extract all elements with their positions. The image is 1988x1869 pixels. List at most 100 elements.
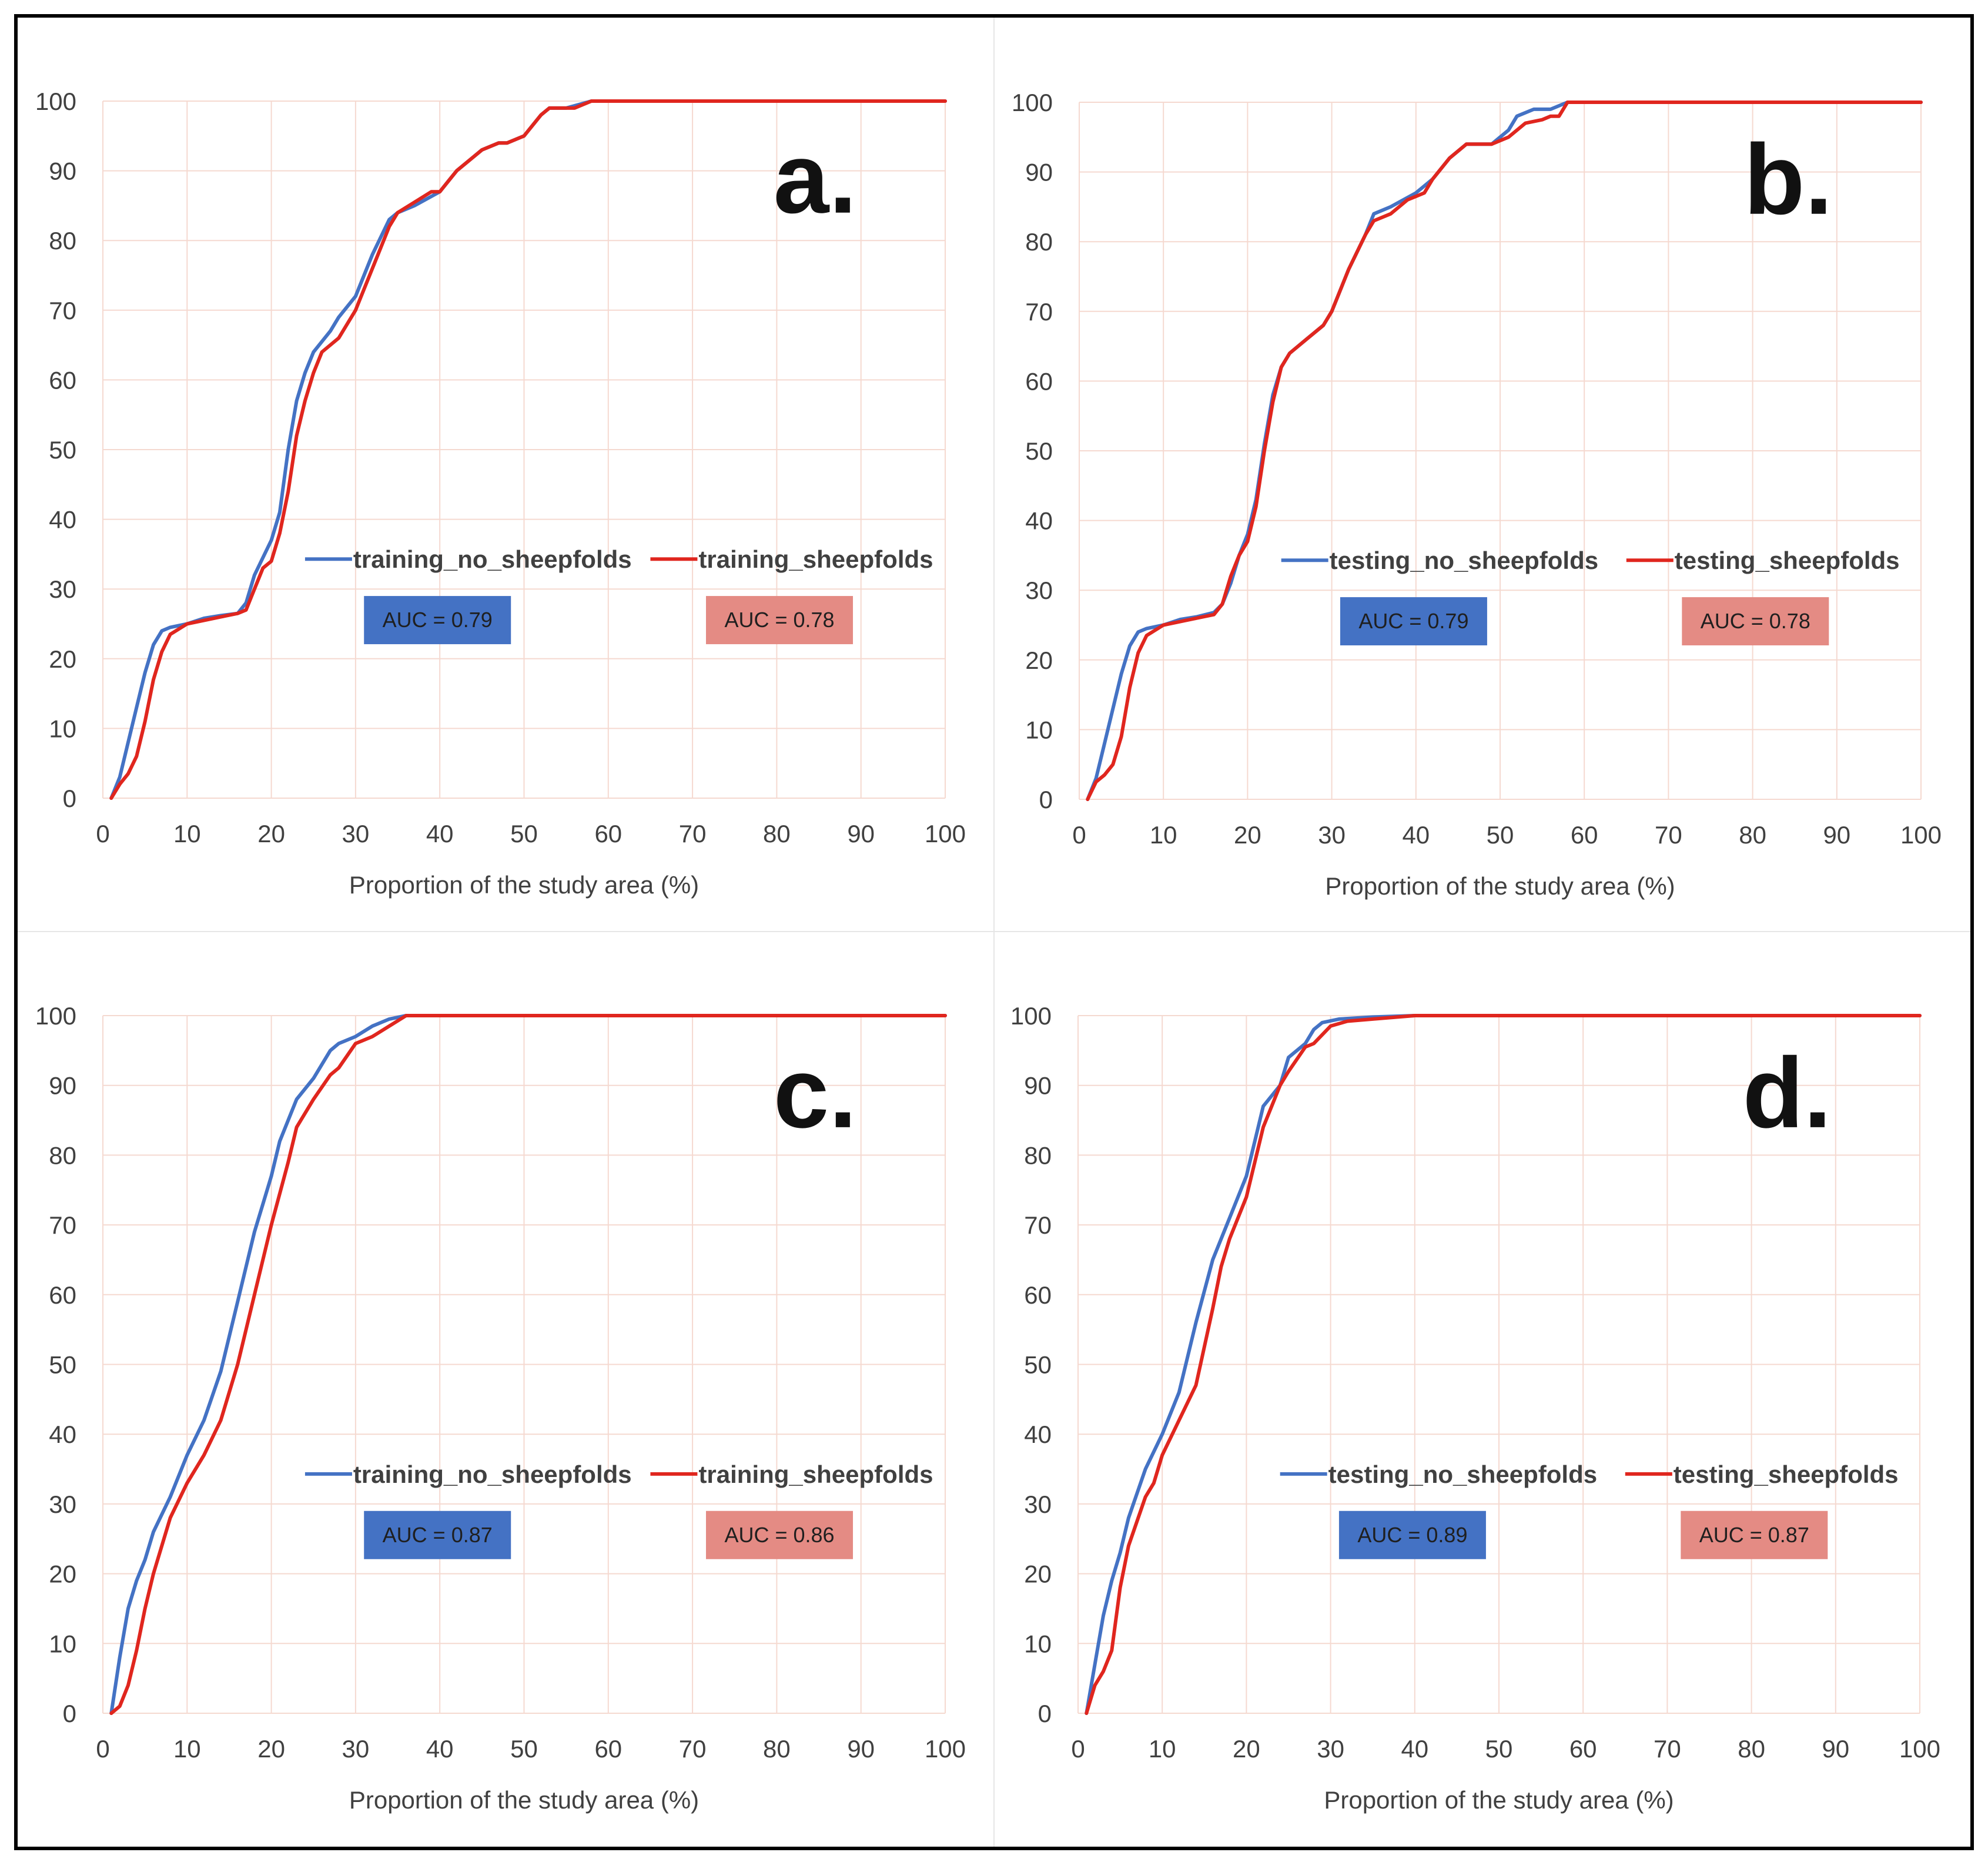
x-tick-label: 90 bbox=[1823, 821, 1850, 849]
legend-label-testing_sheepfolds: testing_sheepfolds bbox=[1674, 1461, 1899, 1488]
y-tick-label: 20 bbox=[49, 1560, 76, 1588]
x-tick-label: 60 bbox=[594, 820, 622, 848]
x-tick-label: 80 bbox=[1739, 821, 1766, 849]
x-tick-label: 60 bbox=[594, 1735, 622, 1763]
y-tick-label: 100 bbox=[1010, 1002, 1052, 1030]
y-tick-label: 30 bbox=[1024, 1490, 1052, 1518]
y-tick-label: 40 bbox=[1024, 1421, 1052, 1448]
y-tick-label: 60 bbox=[1024, 1281, 1052, 1309]
series-line-testing_sheepfolds bbox=[1085, 1014, 1922, 1715]
x-tick-label: 40 bbox=[1402, 821, 1430, 849]
y-tick-label: 100 bbox=[35, 88, 76, 115]
y-tick-label: 60 bbox=[49, 366, 76, 394]
y-tick-label: 30 bbox=[49, 575, 76, 603]
x-tick-label: 100 bbox=[1899, 1735, 1940, 1763]
y-tick-label: 50 bbox=[1024, 1351, 1052, 1379]
y-tick-label: 90 bbox=[49, 158, 76, 185]
auc-label-testing_sheepfolds: AUC = 0.78 bbox=[1701, 609, 1810, 633]
auc-label-testing_no_sheepfolds: AUC = 0.79 bbox=[1358, 609, 1468, 633]
legend-label-training_no_sheepfolds: training_no_sheepfolds bbox=[353, 1461, 632, 1488]
y-tick-label: 90 bbox=[1025, 159, 1053, 186]
x-axis-label: Proportion of the study area (%) bbox=[1325, 872, 1675, 900]
x-tick-label: 60 bbox=[1571, 821, 1598, 849]
y-tick-label: 30 bbox=[49, 1490, 76, 1518]
legend-label-training_sheepfolds: training_sheepfolds bbox=[698, 545, 933, 573]
chart-panel-1: 0 10 20 30 40 50 60 70 80 90 100 0 10 20 30 40 50 60 70 80 9… bbox=[35, 88, 966, 899]
y-tick-label: 30 bbox=[1025, 577, 1053, 604]
auc-box-training_sheepfolds bbox=[706, 1510, 854, 1559]
auc-box-testing_no_sheepfolds bbox=[1338, 1510, 1486, 1559]
x-tick-label: 30 bbox=[342, 1735, 370, 1763]
y-tick-label: 0 bbox=[63, 785, 76, 812]
x-tick-label: 70 bbox=[1655, 821, 1682, 849]
y-tick-label: 70 bbox=[49, 1211, 76, 1239]
panel-label: c. bbox=[774, 1037, 857, 1149]
chart-panel-4: 0 10 20 30 40 50 60 70 80 90 100 0 10 20 30 40 50 60 70 80 9… bbox=[1010, 1002, 1940, 1814]
y-tick-label: 10 bbox=[49, 715, 76, 742]
y-tick-label: 10 bbox=[49, 1630, 76, 1657]
x-tick-label: 20 bbox=[257, 820, 285, 848]
auc-label-testing_no_sheepfolds: AUC = 0.89 bbox=[1357, 1523, 1467, 1547]
x-tick-label: 70 bbox=[679, 820, 707, 848]
x-tick-label: 0 bbox=[1072, 821, 1086, 849]
y-tick-label: 40 bbox=[1025, 507, 1053, 535]
y-tick-label: 10 bbox=[1025, 716, 1053, 743]
y-tick-label: 40 bbox=[49, 1421, 76, 1448]
auc-box-training_no_sheepfolds bbox=[364, 1510, 511, 1559]
panel-label: d. bbox=[1743, 1037, 1832, 1149]
y-tick-label: 100 bbox=[35, 1002, 76, 1030]
x-tick-label: 30 bbox=[1317, 1735, 1344, 1763]
x-tick-label: 50 bbox=[1485, 1735, 1513, 1763]
chart-panel-2: 0 10 20 30 40 50 60 70 80 90 100 0 10 20 30 40 50 60 70 80 9… bbox=[1012, 89, 1942, 900]
y-tick-label: 50 bbox=[49, 1351, 76, 1379]
y-tick-label: 70 bbox=[1025, 298, 1053, 326]
auc-box-testing_sheepfolds bbox=[1681, 1510, 1828, 1559]
auc-label-training_sheepfolds: AUC = 0.78 bbox=[724, 608, 834, 632]
auc-box-training_no_sheepfolds bbox=[364, 596, 511, 645]
x-tick-label: 50 bbox=[510, 1735, 538, 1763]
x-tick-label: 10 bbox=[1150, 821, 1177, 849]
x-axis-label: Proportion of the study area (%) bbox=[349, 871, 699, 899]
x-tick-label: 80 bbox=[1738, 1735, 1765, 1763]
x-tick-label: 90 bbox=[1822, 1735, 1849, 1763]
x-tick-label: 10 bbox=[1149, 1735, 1176, 1763]
x-tick-label: 80 bbox=[763, 1735, 791, 1763]
x-tick-label: 30 bbox=[1318, 821, 1346, 849]
series-line-training_sheepfolds bbox=[109, 99, 947, 800]
y-tick-label: 60 bbox=[49, 1281, 76, 1309]
auc-label-training_no_sheepfolds: AUC = 0.79 bbox=[383, 608, 493, 632]
auc-box-testing_no_sheepfolds bbox=[1340, 597, 1487, 646]
x-axis-label: Proportion of the study area (%) bbox=[1324, 1786, 1674, 1814]
panel-label: b. bbox=[1744, 124, 1833, 236]
auc-box-training_sheepfolds bbox=[706, 596, 854, 645]
auc-box-testing_sheepfolds bbox=[1682, 597, 1829, 646]
x-tick-label: 20 bbox=[257, 1735, 285, 1763]
y-tick-label: 20 bbox=[1025, 647, 1053, 674]
legend-label-training_no_sheepfolds: training_no_sheepfolds bbox=[353, 545, 632, 573]
series-line-testing_sheepfolds bbox=[1086, 101, 1923, 801]
x-tick-label: 0 bbox=[96, 1735, 109, 1763]
y-tick-label: 0 bbox=[1038, 1700, 1052, 1727]
y-tick-label: 40 bbox=[49, 506, 76, 534]
x-tick-label: 80 bbox=[763, 820, 791, 848]
x-tick-label: 40 bbox=[426, 820, 454, 848]
x-tick-label: 60 bbox=[1569, 1735, 1597, 1763]
series-line-testing_no_sheepfolds bbox=[1085, 1014, 1922, 1715]
x-tick-label: 0 bbox=[1071, 1735, 1085, 1763]
y-tick-label: 80 bbox=[49, 1141, 76, 1169]
x-axis-label: Proportion of the study area (%) bbox=[349, 1786, 699, 1814]
chart-panel-3: 0 10 20 30 40 50 60 70 80 90 100 0 10 20 30 40 50 60 70 80 9… bbox=[35, 1002, 966, 1814]
x-tick-label: 30 bbox=[342, 820, 370, 848]
y-tick-label: 50 bbox=[1025, 437, 1053, 465]
auc-label-testing_sheepfolds: AUC = 0.87 bbox=[1699, 1523, 1809, 1547]
y-tick-label: 10 bbox=[1024, 1630, 1052, 1657]
x-tick-label: 40 bbox=[1401, 1735, 1428, 1763]
series-line-training_no_sheepfolds bbox=[109, 1014, 947, 1715]
y-tick-label: 70 bbox=[49, 297, 76, 324]
y-tick-label: 70 bbox=[1024, 1211, 1052, 1239]
y-tick-label: 80 bbox=[1025, 228, 1053, 256]
x-tick-label: 100 bbox=[925, 820, 966, 848]
y-tick-label: 80 bbox=[49, 227, 76, 254]
